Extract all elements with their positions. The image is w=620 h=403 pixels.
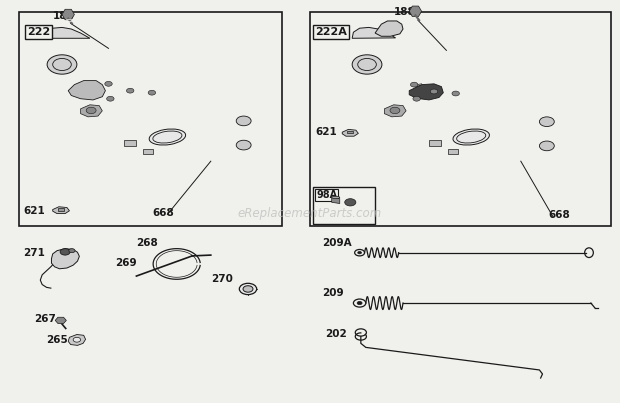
Text: 668: 668 <box>549 210 570 220</box>
Polygon shape <box>352 27 396 38</box>
Circle shape <box>539 117 554 127</box>
Circle shape <box>352 55 382 74</box>
Circle shape <box>239 283 257 295</box>
Text: 621: 621 <box>315 127 337 137</box>
Bar <box>58 208 64 211</box>
Polygon shape <box>384 105 406 117</box>
Text: 621: 621 <box>24 206 45 216</box>
Bar <box>124 140 136 146</box>
Circle shape <box>236 140 251 150</box>
Polygon shape <box>409 84 443 100</box>
Circle shape <box>430 89 438 94</box>
Text: 209: 209 <box>322 288 344 298</box>
Polygon shape <box>342 129 358 136</box>
Text: 265: 265 <box>46 334 68 345</box>
Polygon shape <box>341 34 563 168</box>
Polygon shape <box>375 21 403 36</box>
Polygon shape <box>55 317 66 324</box>
Text: 202: 202 <box>326 328 347 339</box>
Polygon shape <box>68 81 105 100</box>
Ellipse shape <box>149 129 185 145</box>
Bar <box>448 149 458 154</box>
Polygon shape <box>51 249 79 269</box>
Bar <box>19 12 282 226</box>
Circle shape <box>236 116 251 126</box>
Text: 222A: 222A <box>315 27 347 37</box>
Text: 188: 188 <box>394 7 415 17</box>
Bar <box>313 187 375 224</box>
Polygon shape <box>37 36 257 167</box>
Text: 270: 270 <box>211 274 232 284</box>
Circle shape <box>47 55 77 74</box>
Bar <box>347 131 353 133</box>
Polygon shape <box>68 334 86 345</box>
Ellipse shape <box>332 196 340 199</box>
Circle shape <box>413 96 420 101</box>
Circle shape <box>60 249 70 255</box>
Bar <box>310 12 611 226</box>
Circle shape <box>410 82 418 87</box>
Circle shape <box>243 286 253 292</box>
Circle shape <box>345 199 356 206</box>
Text: 269: 269 <box>115 258 136 268</box>
Polygon shape <box>62 9 74 20</box>
Circle shape <box>148 90 156 95</box>
Polygon shape <box>409 6 422 17</box>
Bar <box>143 149 153 154</box>
Text: 222: 222 <box>27 27 50 37</box>
Circle shape <box>105 81 112 86</box>
Text: 188: 188 <box>53 11 74 21</box>
Polygon shape <box>332 197 340 204</box>
Ellipse shape <box>453 129 489 145</box>
Text: 267: 267 <box>34 314 56 324</box>
Circle shape <box>358 251 361 254</box>
Circle shape <box>539 141 554 151</box>
Bar <box>429 140 441 146</box>
Circle shape <box>126 88 134 93</box>
Text: 271: 271 <box>24 248 45 258</box>
Circle shape <box>107 96 114 101</box>
Polygon shape <box>53 207 69 214</box>
Polygon shape <box>81 105 102 117</box>
Circle shape <box>86 107 96 114</box>
Text: eReplacementParts.com: eReplacementParts.com <box>238 207 382 220</box>
Circle shape <box>73 337 81 342</box>
Text: 209A: 209A <box>322 238 352 248</box>
Text: 268: 268 <box>136 238 158 248</box>
Text: 668: 668 <box>152 208 174 218</box>
Circle shape <box>357 301 362 305</box>
Circle shape <box>452 91 459 96</box>
Circle shape <box>69 249 75 253</box>
Circle shape <box>390 107 400 114</box>
Text: 98A: 98A <box>316 190 337 200</box>
Polygon shape <box>46 27 90 38</box>
